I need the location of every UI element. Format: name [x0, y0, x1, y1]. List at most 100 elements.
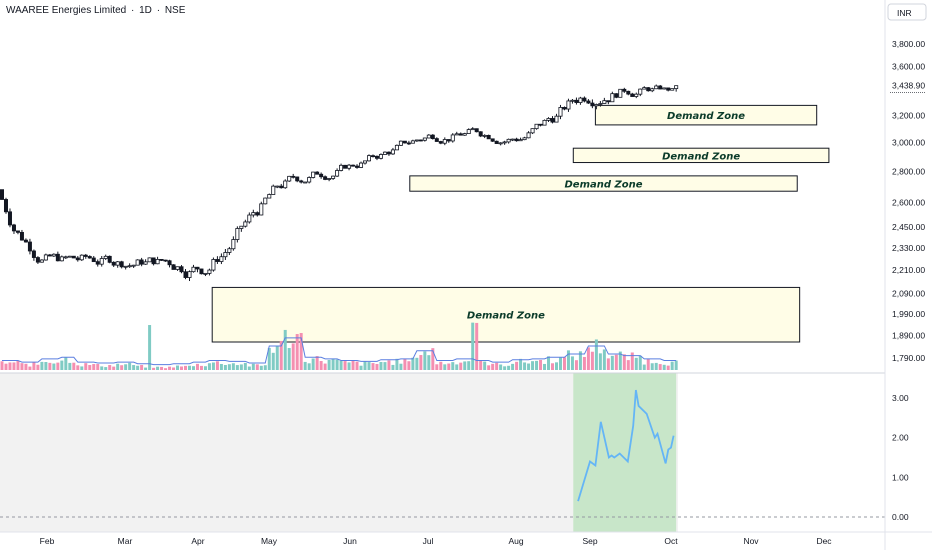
price-candle [339, 163, 344, 172]
price-candle [171, 264, 176, 270]
candle-body [51, 253, 56, 257]
candle-body [558, 107, 563, 117]
volume-bar [164, 368, 168, 370]
price-tick-label: 3,600.00 [892, 62, 925, 72]
candle-body [402, 140, 407, 144]
price-candle [287, 175, 292, 182]
volume-bar [140, 365, 144, 370]
price-candle [426, 134, 431, 139]
volume-bar [610, 355, 614, 370]
candle-body [466, 129, 471, 134]
candle-body [363, 160, 368, 164]
volume-bar [112, 366, 116, 370]
volume-bar [72, 362, 76, 370]
candle-body [223, 252, 228, 258]
volume-bar [88, 365, 92, 370]
volume-bar [363, 361, 367, 370]
price-candle [359, 161, 364, 169]
volume-bar [467, 361, 471, 370]
price-candle [243, 219, 248, 228]
candle-body [135, 259, 140, 266]
volume-bar [622, 354, 626, 370]
candle-body [574, 99, 579, 103]
price-candle [466, 128, 471, 134]
candle-body [510, 138, 515, 141]
volume-bar [32, 362, 36, 370]
price-tick-label: 3,800.00 [892, 39, 925, 49]
price-tick-label: 1,890.00 [892, 330, 925, 340]
volume-bar [535, 360, 539, 370]
price-tick-label: 2,600.00 [892, 197, 925, 207]
volume-bar [160, 366, 164, 370]
volume-bar [646, 359, 650, 370]
price-candle [618, 88, 623, 98]
volume-bar [399, 363, 403, 370]
candle-body [594, 104, 599, 107]
volume-bar [148, 325, 152, 370]
price-candle [646, 87, 651, 92]
price-candle [311, 171, 316, 179]
price-candle [199, 268, 204, 275]
candle-body [390, 149, 395, 155]
volume-bar [16, 361, 20, 370]
price-candle [291, 173, 296, 179]
volume-bar [614, 354, 618, 370]
demand-zone-box [572, 147, 830, 164]
candle-body [211, 259, 216, 271]
candle-body [514, 138, 519, 142]
volume-bar [132, 365, 136, 370]
candle-body [147, 257, 152, 263]
candle-body [283, 180, 288, 189]
price-candle [558, 104, 563, 120]
candle-body [522, 137, 527, 141]
price-candle [91, 255, 96, 263]
price-candle [430, 134, 435, 140]
volume-bar [658, 364, 662, 370]
candle-body [339, 164, 344, 171]
volume-bar [191, 366, 195, 370]
candle-body [83, 254, 88, 257]
price-candle [610, 91, 615, 103]
volume-bar [630, 352, 634, 370]
volume-bar [582, 356, 586, 370]
volume-bar [570, 356, 574, 370]
price-candle [370, 154, 375, 158]
demand-zone-label: Demand Zone [564, 180, 642, 191]
price-candle [482, 134, 487, 139]
candle-body [578, 97, 583, 103]
volume-bar [495, 362, 499, 370]
volume-bar [415, 357, 419, 370]
candle-body [327, 178, 332, 180]
candle-body [247, 214, 252, 223]
indicator-line [577, 389, 675, 502]
volume-bar [383, 362, 387, 370]
volume-bar [339, 360, 343, 370]
price-candle [323, 175, 328, 181]
volume-bar [642, 364, 646, 370]
volume-bar [626, 360, 630, 370]
candle-body [99, 258, 104, 265]
candle-body [626, 90, 631, 95]
price-candle [275, 185, 280, 189]
volume-bar [0, 361, 4, 370]
candle-body [103, 255, 108, 259]
candle-body [506, 138, 511, 143]
price-candle [606, 100, 611, 105]
price-candle [498, 142, 503, 146]
candle-body [670, 88, 675, 91]
volume-bar [447, 363, 451, 370]
price-candle [263, 197, 268, 205]
candle-body [59, 256, 64, 262]
volume-bar [28, 366, 32, 370]
volume-bar [307, 363, 311, 370]
volume-bar [287, 348, 291, 370]
volume-bar [195, 363, 199, 370]
price-candle [11, 223, 16, 234]
candle-body [55, 253, 60, 262]
volume-bar [515, 361, 519, 370]
interval-label: 1D [139, 5, 152, 16]
volume-bar [431, 348, 435, 370]
time-tick-label: Apr [191, 536, 204, 546]
volume-bar [56, 362, 60, 370]
